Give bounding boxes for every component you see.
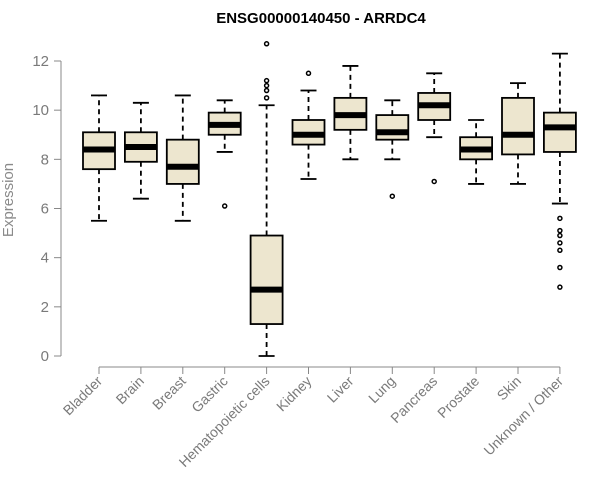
outlier-point [557, 284, 563, 290]
y-axis-title: Expression [0, 163, 17, 237]
y-tick-label: 12 [32, 53, 49, 70]
chart-title: ENSG00000140450 - ARRDC4 [216, 10, 426, 27]
box-unknown-other [543, 52, 577, 290]
x-tick-label: Brain [113, 373, 147, 407]
y-tick-label: 4 [41, 250, 49, 267]
iqr-box [543, 111, 577, 153]
box-brain [124, 101, 158, 200]
y-tick-label: 6 [41, 201, 49, 218]
x-tick-label: Bladder [60, 373, 106, 419]
box-kidney [291, 70, 326, 180]
outlier-point [557, 264, 563, 271]
box-hematopoietic-cells [249, 41, 284, 357]
y-tick-label: 10 [32, 102, 49, 119]
y-tick-label: 2 [41, 299, 49, 316]
y-tick-label: 0 [41, 348, 49, 365]
outlier-point [263, 41, 270, 47]
outlier-point [557, 227, 563, 234]
boxplot-series [82, 41, 577, 357]
x-tick-label: Prostate [434, 373, 482, 421]
box-liver [333, 65, 368, 161]
x-tick-label: Liver [324, 373, 357, 406]
box-prostate [459, 119, 494, 185]
y-tick-label: 8 [41, 151, 49, 168]
outlier-point [557, 232, 563, 239]
x-tick-label: Unknown / Other [480, 373, 566, 459]
outlier-point [557, 215, 563, 222]
x-tick-label: Kidney [273, 373, 315, 415]
outlier-point [263, 87, 270, 94]
box-gastric [207, 99, 242, 209]
outlier-point [431, 178, 437, 185]
iqr-box [249, 234, 284, 325]
y-axis: 0 2 4 6 8 10 12 [32, 53, 62, 365]
box-lung [375, 99, 410, 199]
iqr-box [501, 96, 535, 156]
box-bladder [82, 94, 116, 222]
outlier-point [557, 247, 563, 254]
outlier-point [221, 203, 228, 209]
x-tick-label: Breast [149, 373, 189, 413]
iqr-box [375, 114, 410, 141]
outlier-point [557, 240, 563, 246]
box-skin [501, 82, 535, 185]
box-breast [165, 94, 200, 222]
outlier-point [263, 82, 270, 89]
box-pancreas [417, 72, 452, 185]
x-tick-label: Pancreas [387, 373, 440, 426]
iqr-box [165, 138, 200, 185]
x-tick-label: Lung [365, 373, 398, 406]
x-tick-label: Skin [494, 373, 525, 404]
outlier-point [263, 77, 270, 84]
outlier-point [305, 70, 312, 77]
outlier-point [389, 193, 396, 199]
outlier-point [263, 95, 270, 101]
